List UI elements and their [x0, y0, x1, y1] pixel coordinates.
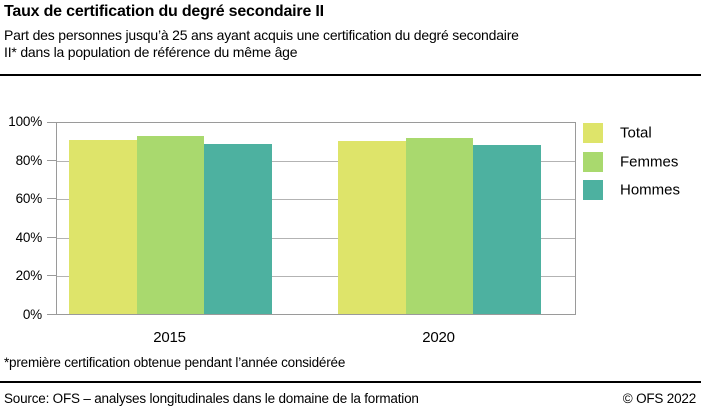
y-tick-80	[47, 159, 56, 161]
y-tick-label-100: 100%	[8, 114, 42, 129]
bar-2015-femmes	[136, 136, 205, 314]
chart-subtitle-line1: Part des personnes jusqu’à 25 ans ayant …	[4, 27, 519, 43]
y-tick-label-80: 80%	[15, 152, 43, 168]
gridline-80	[57, 160, 575, 162]
legend-swatch-hommes	[583, 180, 603, 200]
legend-label-hommes: Hommes	[620, 181, 681, 199]
header-divider	[0, 74, 701, 76]
page-title: Taux de certification du degré secondair…	[4, 3, 324, 20]
legend-swatch-femmes	[583, 151, 603, 172]
legend-swatch-total	[583, 123, 603, 143]
footer-divider	[0, 381, 701, 383]
y-tick-40	[47, 236, 56, 238]
source-text: Source: OFS – analyses longitudinales da…	[4, 391, 419, 406]
chart-subtitle: Part des personnes jusqu’à 25 ans ayant …	[4, 27, 519, 61]
bar-2020-femmes	[405, 138, 474, 314]
y-tick-label-60: 60%	[15, 191, 43, 207]
gridline-60	[57, 199, 575, 201]
y-tick-100	[47, 122, 56, 123]
bar-2020-total	[338, 141, 406, 314]
bar-2015-total	[69, 140, 137, 314]
x-tick-label-2020: 2020	[422, 329, 455, 346]
plot-area	[56, 122, 576, 315]
y-tick-label-40: 40%	[15, 229, 43, 245]
y-tick-60	[47, 198, 56, 200]
gridline-20	[57, 276, 575, 278]
chart-footnote: *première certification obtenue pendant …	[4, 355, 346, 370]
bar-2015-hommes	[204, 144, 273, 314]
legend-label-femmes: Femmes	[620, 153, 679, 170]
y-tick-20	[47, 275, 56, 277]
gridline-40	[57, 237, 575, 239]
legend-label-total: Total	[620, 124, 652, 142]
copyright-text: © OFS 2022	[622, 391, 696, 406]
y-tick-label-0: 0%	[22, 307, 42, 322]
x-tick-label-2015: 2015	[153, 329, 186, 346]
bar-2020-hommes	[473, 144, 542, 314]
bar-chart: 0% 20% 40% 60% 80% 100% 2015 2020 Total Femmes H…	[0, 114, 701, 352]
chart-subtitle-line2: II* dans la population de référence du m…	[4, 44, 298, 60]
y-tick-0	[47, 314, 56, 315]
y-tick-label-20: 20%	[15, 268, 43, 284]
